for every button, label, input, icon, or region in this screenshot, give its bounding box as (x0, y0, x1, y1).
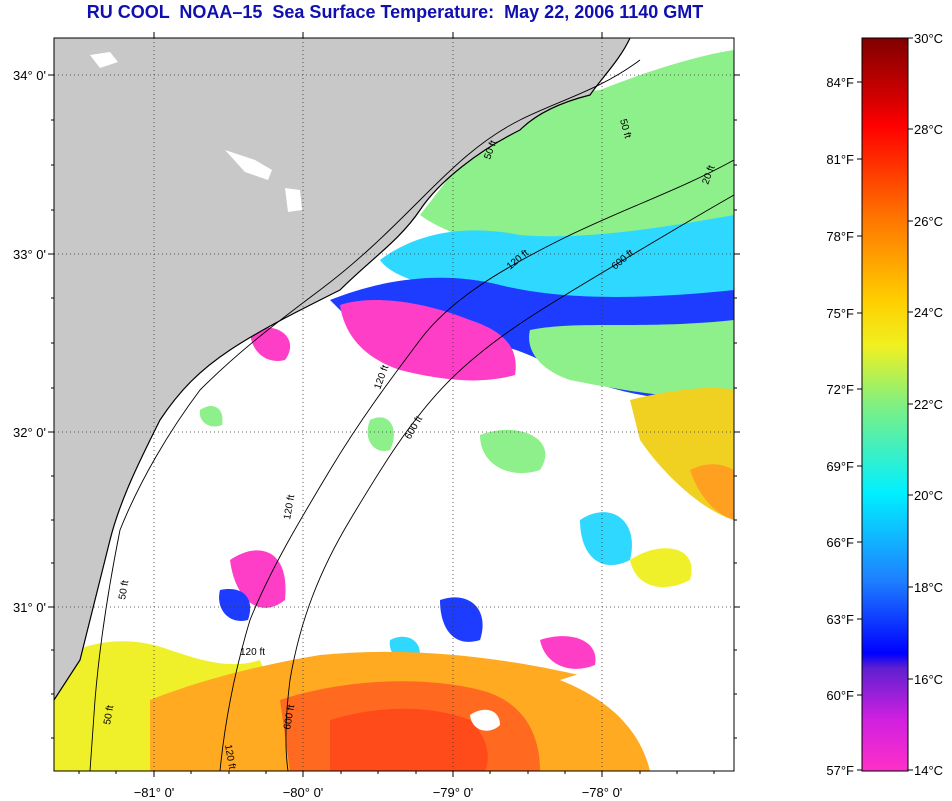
colorbar-fahrenheit-label: 75°F (826, 306, 854, 321)
axis-ticks (48, 32, 740, 777)
sst-patch-1 (367, 417, 394, 451)
bathymetry-contours (89, 59, 734, 771)
colorbar-celsius-label: 18°C (914, 580, 943, 595)
colorbar-celsius-label: 30°C (914, 31, 943, 46)
lake-3 (285, 188, 302, 212)
colorbar: 30°C 28°C 26°C 24°C 22°C 20°C 18°C 16°C … (826, 31, 943, 778)
contour-label: 120 ft (222, 744, 237, 771)
lat-label: 33° 0' (13, 247, 46, 262)
colorbar-ticks (857, 37, 913, 771)
contour-label: 120 ft (240, 647, 265, 658)
contour-label: 50 ft (617, 118, 633, 140)
sst-patch-6 (230, 550, 286, 608)
colorbar-fahrenheit-label: 57°F (826, 763, 854, 778)
colorbar-gradient (861, 37, 909, 772)
sst-cool-shelf-water (420, 50, 734, 260)
colorbar-celsius-label: 26°C (914, 214, 943, 229)
sst-south-hotter (330, 708, 488, 771)
land-mass (54, 38, 630, 700)
contour-label: 600 ft (282, 704, 297, 731)
contour-label: 50 ft (102, 704, 116, 725)
map-frame (53, 37, 735, 772)
colorbar-celsius-label: 28°C (914, 122, 943, 137)
sst-patch-5 (440, 597, 483, 642)
sst-east-orange (690, 464, 734, 520)
sst-cyan-band (380, 215, 734, 300)
lon-label: −81° 0' (134, 785, 175, 800)
colorbar-fahrenheit-label: 72°F (826, 382, 854, 397)
sst-patch-10 (199, 405, 223, 427)
map-area[interactable] (54, 38, 734, 771)
lon-label: −79° 0' (433, 785, 474, 800)
colorbar-celsius-label: 24°C (914, 305, 943, 320)
contour-50ft (89, 59, 641, 771)
lat-label: 34° 0' (13, 68, 46, 83)
sst-east-greens (529, 320, 734, 400)
sst-south-cloud-hole (470, 709, 500, 731)
colorbar-celsius-label: 14°C (914, 763, 943, 778)
colorbar-fahrenheit-label: 69°F (826, 459, 854, 474)
lat-label: 31° 0' (13, 600, 46, 615)
sst-patch-3 (580, 512, 632, 566)
colorbar-fahrenheit-label: 63°F (826, 612, 854, 627)
colorbar-fahrenheit-label: 81°F (826, 152, 854, 167)
sst-southeast-white (560, 653, 734, 771)
lat-label: 32° 0' (13, 425, 46, 440)
colorbar-fahrenheit-label: 60°F (826, 688, 854, 703)
graticule (54, 38, 734, 771)
lake-1 (90, 52, 118, 68)
contour-label: 50 ft (117, 579, 131, 600)
colorbar-celsius-label: 16°C (914, 672, 943, 687)
colorbar-fahrenheit-label: 78°F (826, 229, 854, 244)
sst-patch-7 (219, 589, 251, 621)
lon-label: −78° 0' (582, 785, 623, 800)
sst-patch-8 (540, 636, 596, 669)
lake-2 (225, 150, 272, 180)
colorbar-fahrenheit-label: 84°F (826, 75, 854, 90)
contour-120ft (219, 159, 734, 771)
sst-patch-4 (630, 548, 692, 588)
contour-label: 120 ft (282, 494, 297, 521)
sst-patch-2 (480, 429, 546, 474)
colorbar-celsius-label: 20°C (914, 488, 943, 503)
colorbar-fahrenheit-label: 66°F (826, 535, 854, 550)
colorbar-celsius-label: 22°C (914, 397, 943, 412)
coastline (54, 38, 631, 701)
lon-label: −80° 0' (283, 785, 324, 800)
map-title: RU COOL NOAA–15 Sea Surface Temperature:… (86, 2, 704, 22)
contour-600ft (285, 194, 734, 771)
